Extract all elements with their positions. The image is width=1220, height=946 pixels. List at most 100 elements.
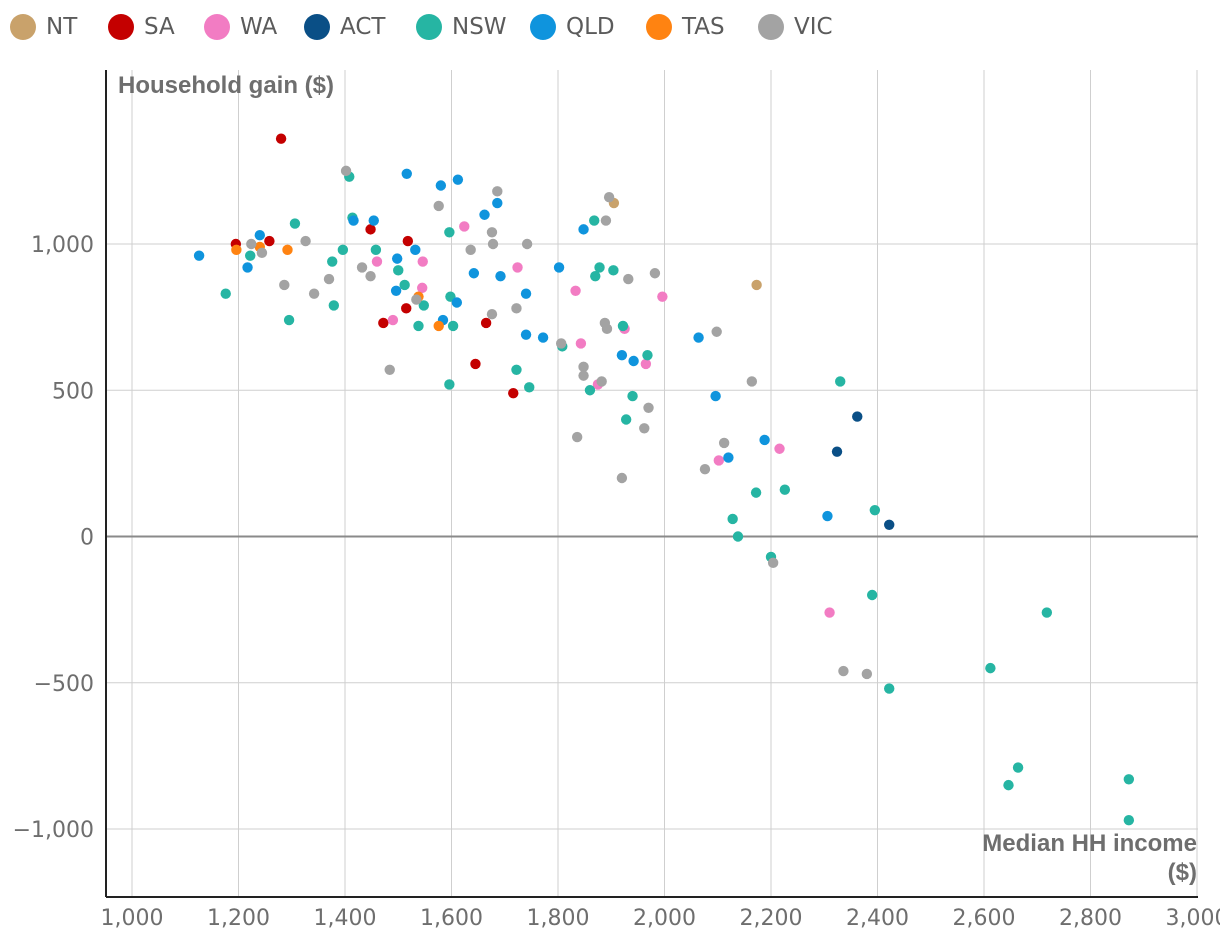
data-point-vic <box>861 668 873 680</box>
data-point-vic <box>623 273 634 285</box>
data-point-vic <box>643 402 654 413</box>
data-point-act <box>884 519 895 530</box>
data-point-nsw <box>399 279 410 291</box>
data-point-vic <box>384 364 395 375</box>
data-point-qld <box>495 270 506 282</box>
data-point-vic <box>323 273 335 285</box>
data-point-qld <box>451 297 463 308</box>
x-tick-label: 1,000 <box>101 906 164 931</box>
data-point-nsw <box>1041 607 1053 618</box>
data-point-vic <box>300 235 311 247</box>
data-point-nsw <box>985 662 996 674</box>
y-tick-label: 500 <box>52 379 94 404</box>
x-axis-title-unit: ($) <box>1168 859 1197 886</box>
data-point-nsw <box>732 531 744 542</box>
legend-swatch-sa <box>108 14 134 40</box>
data-point-nsw <box>627 390 638 402</box>
data-point-nsw <box>642 349 653 361</box>
data-point-vic <box>838 665 849 677</box>
data-point-vic <box>578 361 589 373</box>
data-point-vic <box>600 215 612 226</box>
x-tick-label: 1,600 <box>420 906 483 931</box>
data-point-nsw <box>511 364 522 375</box>
data-point-vic <box>521 238 533 250</box>
data-point-vic <box>340 165 352 177</box>
data-point-act <box>831 446 843 457</box>
legend-label-wa: WA <box>240 14 278 40</box>
data-point-nsw <box>370 244 382 256</box>
data-point-nsw <box>444 227 455 238</box>
data-point-nsw <box>418 300 430 311</box>
data-point-nsw <box>444 379 455 390</box>
data-point-vic <box>746 376 758 387</box>
data-point-nsw <box>835 376 846 387</box>
data-point-vic <box>601 323 613 335</box>
data-point-vic <box>433 200 444 212</box>
data-point-qld <box>710 390 721 402</box>
x-axis-title: Median HH income <box>982 830 1197 857</box>
data-point-vic <box>365 270 376 282</box>
data-point-vic <box>596 376 607 387</box>
data-point-vic <box>486 227 498 238</box>
x-tick-label: 2,000 <box>633 906 696 931</box>
data-point-qld <box>520 329 532 340</box>
data-point-wa <box>575 338 587 349</box>
data-point-qld <box>479 209 490 220</box>
data-point-nsw <box>727 513 738 525</box>
x-tick-label: 2,600 <box>953 906 1016 931</box>
data-point-qld <box>391 253 403 264</box>
data-point-wa <box>774 443 785 454</box>
legend-item-qld: QLD <box>530 12 615 42</box>
data-point-sa <box>264 235 275 247</box>
data-point-qld <box>578 224 589 235</box>
data-point-vic <box>246 238 257 250</box>
data-point-tas <box>282 244 293 256</box>
data-point-qld <box>759 434 770 446</box>
data-point-wa <box>417 282 428 294</box>
legend-label-qld: QLD <box>566 14 615 40</box>
data-point-vic <box>578 370 589 381</box>
tick-labels: 1,000 1,200 1,400 1,600 1,800 2,000 2,200 2,400… <box>13 233 1220 931</box>
axes <box>105 70 1198 898</box>
x-tick-label: 3,000 <box>1166 906 1220 931</box>
x-tick-label: 2,400 <box>846 906 909 931</box>
data-point-nsw <box>620 414 632 425</box>
data-point-wa <box>570 285 581 296</box>
data-point-wa <box>640 358 652 370</box>
data-point-qld <box>348 215 359 226</box>
data-point-qld <box>628 355 639 367</box>
data-point-sa <box>508 387 519 399</box>
data-point-vic <box>411 294 422 305</box>
data-point-tas <box>433 320 444 332</box>
x-tick-label: 1,800 <box>527 906 590 931</box>
data-point-qld <box>822 510 833 522</box>
data-point-nsw <box>779 484 791 495</box>
data-point-qld <box>435 180 447 191</box>
legend-item-wa: WA <box>204 12 277 42</box>
x-tick-label: 1,400 <box>314 906 377 931</box>
data-point-qld <box>616 349 628 361</box>
legend-swatch-nsw <box>416 14 442 40</box>
data-point-nsw <box>1012 762 1024 773</box>
data-point-sa <box>402 235 414 247</box>
data-point-sa <box>401 303 412 314</box>
data-point-vic <box>465 244 476 256</box>
grid <box>106 70 1198 897</box>
data-point-vic <box>486 309 498 320</box>
data-point-sa <box>275 133 287 144</box>
data-point-wa <box>417 256 428 267</box>
data-point-vic <box>711 326 722 337</box>
data-point-vic <box>511 303 522 314</box>
legend-swatch-act <box>304 14 330 40</box>
data-point-wa <box>371 256 383 267</box>
data-point-vic <box>699 464 711 475</box>
x-tick-label: 2,800 <box>1059 906 1122 931</box>
data-point-qld <box>368 215 379 226</box>
data-point-nsw <box>594 262 605 273</box>
legend-label-act: ACT <box>340 14 386 40</box>
legend-item-nsw: NSW <box>416 12 507 42</box>
data-point-vic <box>356 262 368 273</box>
legend-item-sa: SA <box>108 12 175 42</box>
data-point-wa <box>459 221 470 232</box>
data-point-qld <box>254 230 265 241</box>
